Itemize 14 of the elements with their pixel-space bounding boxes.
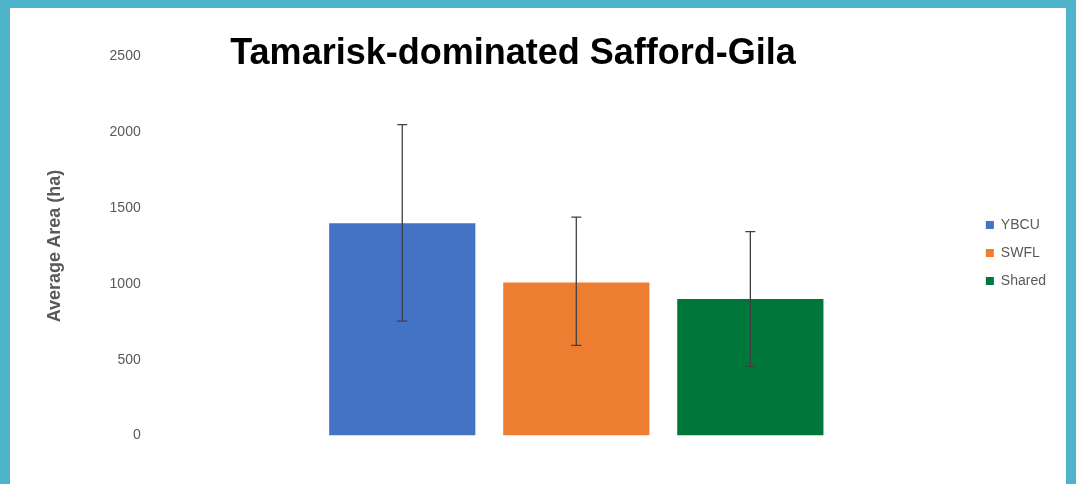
chart-title: Tamarisk-dominated Safford-Gila xyxy=(230,30,797,72)
bar xyxy=(677,299,824,436)
y-tick-label: 2000 xyxy=(109,123,141,140)
legend-label: Shared xyxy=(1000,271,1047,288)
bar xyxy=(329,223,476,436)
y-tick-label: 0 xyxy=(132,426,141,443)
y-tick-label: 1000 xyxy=(109,274,141,291)
legend-label: SWFL xyxy=(1000,243,1040,260)
bar xyxy=(503,282,650,436)
y-tick-label: 500 xyxy=(117,350,141,367)
y-tick-label: 2500 xyxy=(109,47,141,64)
legend-label: YBCU xyxy=(1000,215,1040,232)
y-tick-label: 1500 xyxy=(109,198,141,215)
y-axis-title: Average Area (ha) xyxy=(43,169,64,323)
